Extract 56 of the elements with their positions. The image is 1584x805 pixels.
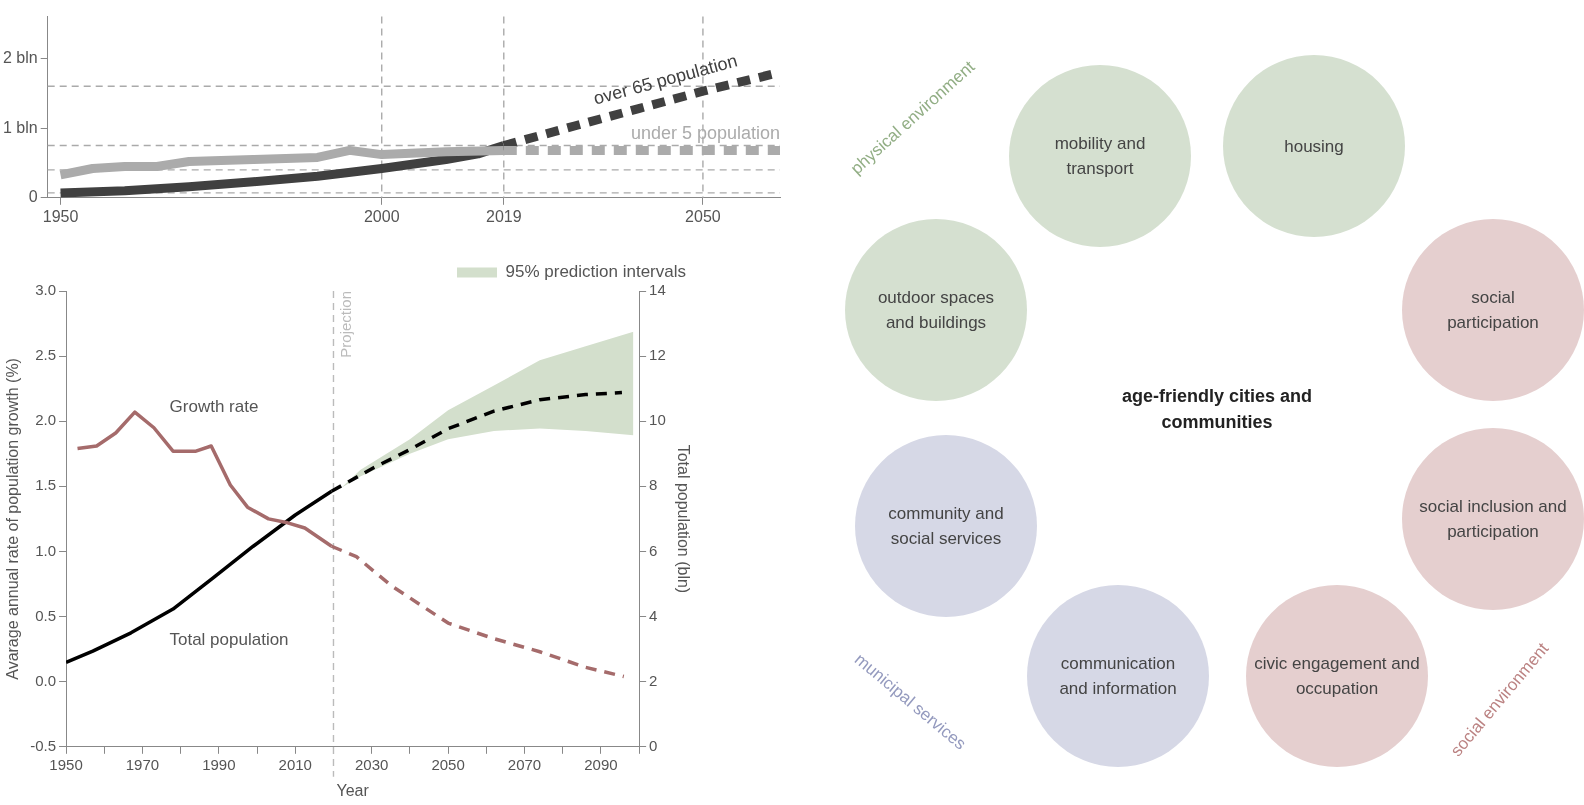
y-tick-label: 1 bln bbox=[2, 118, 38, 136]
x-axis-title: Year bbox=[336, 781, 370, 799]
y-tick-label: -0.5 bbox=[30, 736, 57, 754]
circle: outdoor spaces and buildings bbox=[845, 219, 1027, 401]
y-tick-label: 1.5 bbox=[35, 476, 57, 494]
category-label: civic engagement and occupation bbox=[1253, 653, 1421, 700]
x-tick-label: 1990 bbox=[202, 755, 236, 773]
circle: community and social services bbox=[855, 435, 1037, 617]
y2-tick-label: 0 bbox=[649, 736, 658, 754]
y2-axis-title: Total population (bln) bbox=[674, 444, 692, 594]
series-label: Growth rate bbox=[169, 396, 259, 416]
ref-line-label: Projection bbox=[337, 291, 355, 358]
series-label: Total population bbox=[169, 629, 289, 649]
x-tick-label: 1950 bbox=[42, 207, 79, 225]
x-tick-label: 2019 bbox=[485, 207, 522, 225]
category-label: social participation bbox=[1446, 287, 1540, 334]
category-label: community and social services bbox=[887, 503, 1005, 550]
legend-label: 95% prediction intervals bbox=[505, 262, 686, 282]
y2-tick-label: 12 bbox=[649, 346, 666, 364]
y2-tick-label: 2 bbox=[649, 671, 658, 689]
x-tick-label: 2090 bbox=[584, 755, 618, 773]
category-label: housing bbox=[1283, 135, 1345, 158]
category-label: communication and information bbox=[1058, 653, 1178, 700]
y2-tick-label: 4 bbox=[649, 606, 658, 624]
y-tick-label: 3.0 bbox=[35, 281, 57, 299]
text: age-friendly cities and communities bbox=[1120, 385, 1314, 434]
circle: social participation bbox=[1402, 219, 1584, 401]
y-tick-label: 0 bbox=[28, 188, 38, 206]
x-tick-label: 2010 bbox=[278, 755, 312, 773]
circle: civic engagement and occupation bbox=[1246, 585, 1428, 767]
y-tick-label: 1.0 bbox=[35, 541, 57, 559]
x-tick-label: 2050 bbox=[685, 207, 721, 225]
circle: mobility and transport bbox=[1009, 65, 1191, 247]
x-tick-label: 1950 bbox=[49, 755, 83, 773]
y-tick-label: 2.0 bbox=[35, 411, 57, 429]
x-tick-label: 2070 bbox=[507, 755, 542, 773]
x-tick-label: 2030 bbox=[355, 755, 389, 773]
y2-tick-label: 14 bbox=[649, 281, 666, 299]
x-tick-label: 2050 bbox=[431, 755, 465, 773]
circle: communication and information bbox=[1027, 585, 1209, 767]
series-label: under 5 population bbox=[630, 123, 780, 144]
y-tick-label: 2 bln bbox=[2, 48, 38, 66]
category-label: outdoor spaces and buildings bbox=[876, 287, 996, 334]
y2-tick-label: 6 bbox=[649, 541, 658, 559]
circle: housing bbox=[1223, 55, 1405, 237]
y-tick-label: 0.0 bbox=[35, 671, 57, 689]
category-label: social inclusion and participation bbox=[1418, 496, 1568, 543]
y-tick-label: 0.5 bbox=[35, 606, 57, 624]
x-tick-label: 2000 bbox=[363, 207, 400, 225]
y-tick-label: 2.5 bbox=[35, 346, 57, 364]
y2-tick-label: 10 bbox=[649, 411, 666, 429]
y-axis-title: Avarage annual rate of population growth (%) bbox=[4, 358, 22, 680]
x-tick-label: 1970 bbox=[125, 755, 160, 773]
circle: social inclusion and participation bbox=[1402, 428, 1584, 610]
category-label: mobility and transport bbox=[1053, 133, 1147, 180]
y2-tick-label: 8 bbox=[649, 476, 658, 494]
